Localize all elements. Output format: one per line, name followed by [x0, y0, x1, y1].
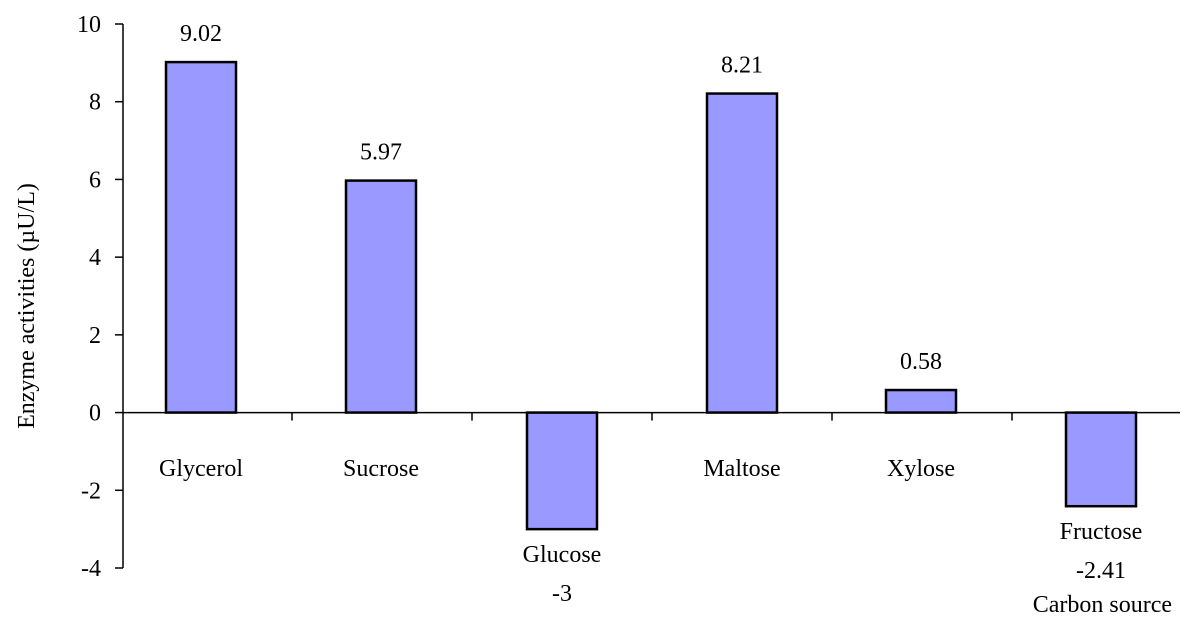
x-axis [123, 411, 1180, 421]
data-label: 9.02 [180, 21, 222, 47]
category-label: Glucose [523, 542, 602, 568]
bar-xylose [884, 388, 958, 414]
data-label: 8.21 [721, 53, 763, 79]
category-label: Sucrose [343, 456, 419, 482]
data-label: -2.41 [1076, 558, 1126, 584]
bar-glycerol [164, 60, 238, 414]
category-label: Glycerol [159, 456, 243, 482]
y-tick-label: -4 [81, 556, 101, 582]
labels: Glycerol 9.02 Sucrose 5.97 Glucose -3 Maltose 8… [159, 21, 1142, 607]
y-tick-label: 0 [89, 401, 101, 427]
y-tick-label: 4 [89, 245, 101, 271]
x-axis-title: Carbon source [1033, 592, 1172, 618]
y-tick-label: -2 [81, 478, 101, 504]
data-label: 5.97 [360, 140, 402, 166]
y-tick-label: 10 [77, 12, 101, 38]
y-axis-title: Enzyme activities (µU/L) [14, 183, 40, 429]
category-label: Fructose [1060, 519, 1143, 545]
category-label: Maltose [703, 456, 780, 482]
y-tick-label: 6 [89, 167, 101, 193]
y-tick-label: 2 [89, 323, 101, 349]
y-tick-label: 8 [89, 90, 101, 116]
bars [164, 60, 1138, 531]
bar-sucrose [344, 179, 418, 414]
y-axis: 10 8 6 4 2 0 -2 -4 [77, 12, 124, 582]
data-label: 0.58 [900, 349, 942, 375]
bar-maltose [705, 92, 779, 414]
category-label: Xylose [887, 456, 955, 482]
data-label: -3 [552, 581, 572, 607]
bar-glucose [525, 411, 599, 531]
bar-fructose [1064, 411, 1138, 508]
